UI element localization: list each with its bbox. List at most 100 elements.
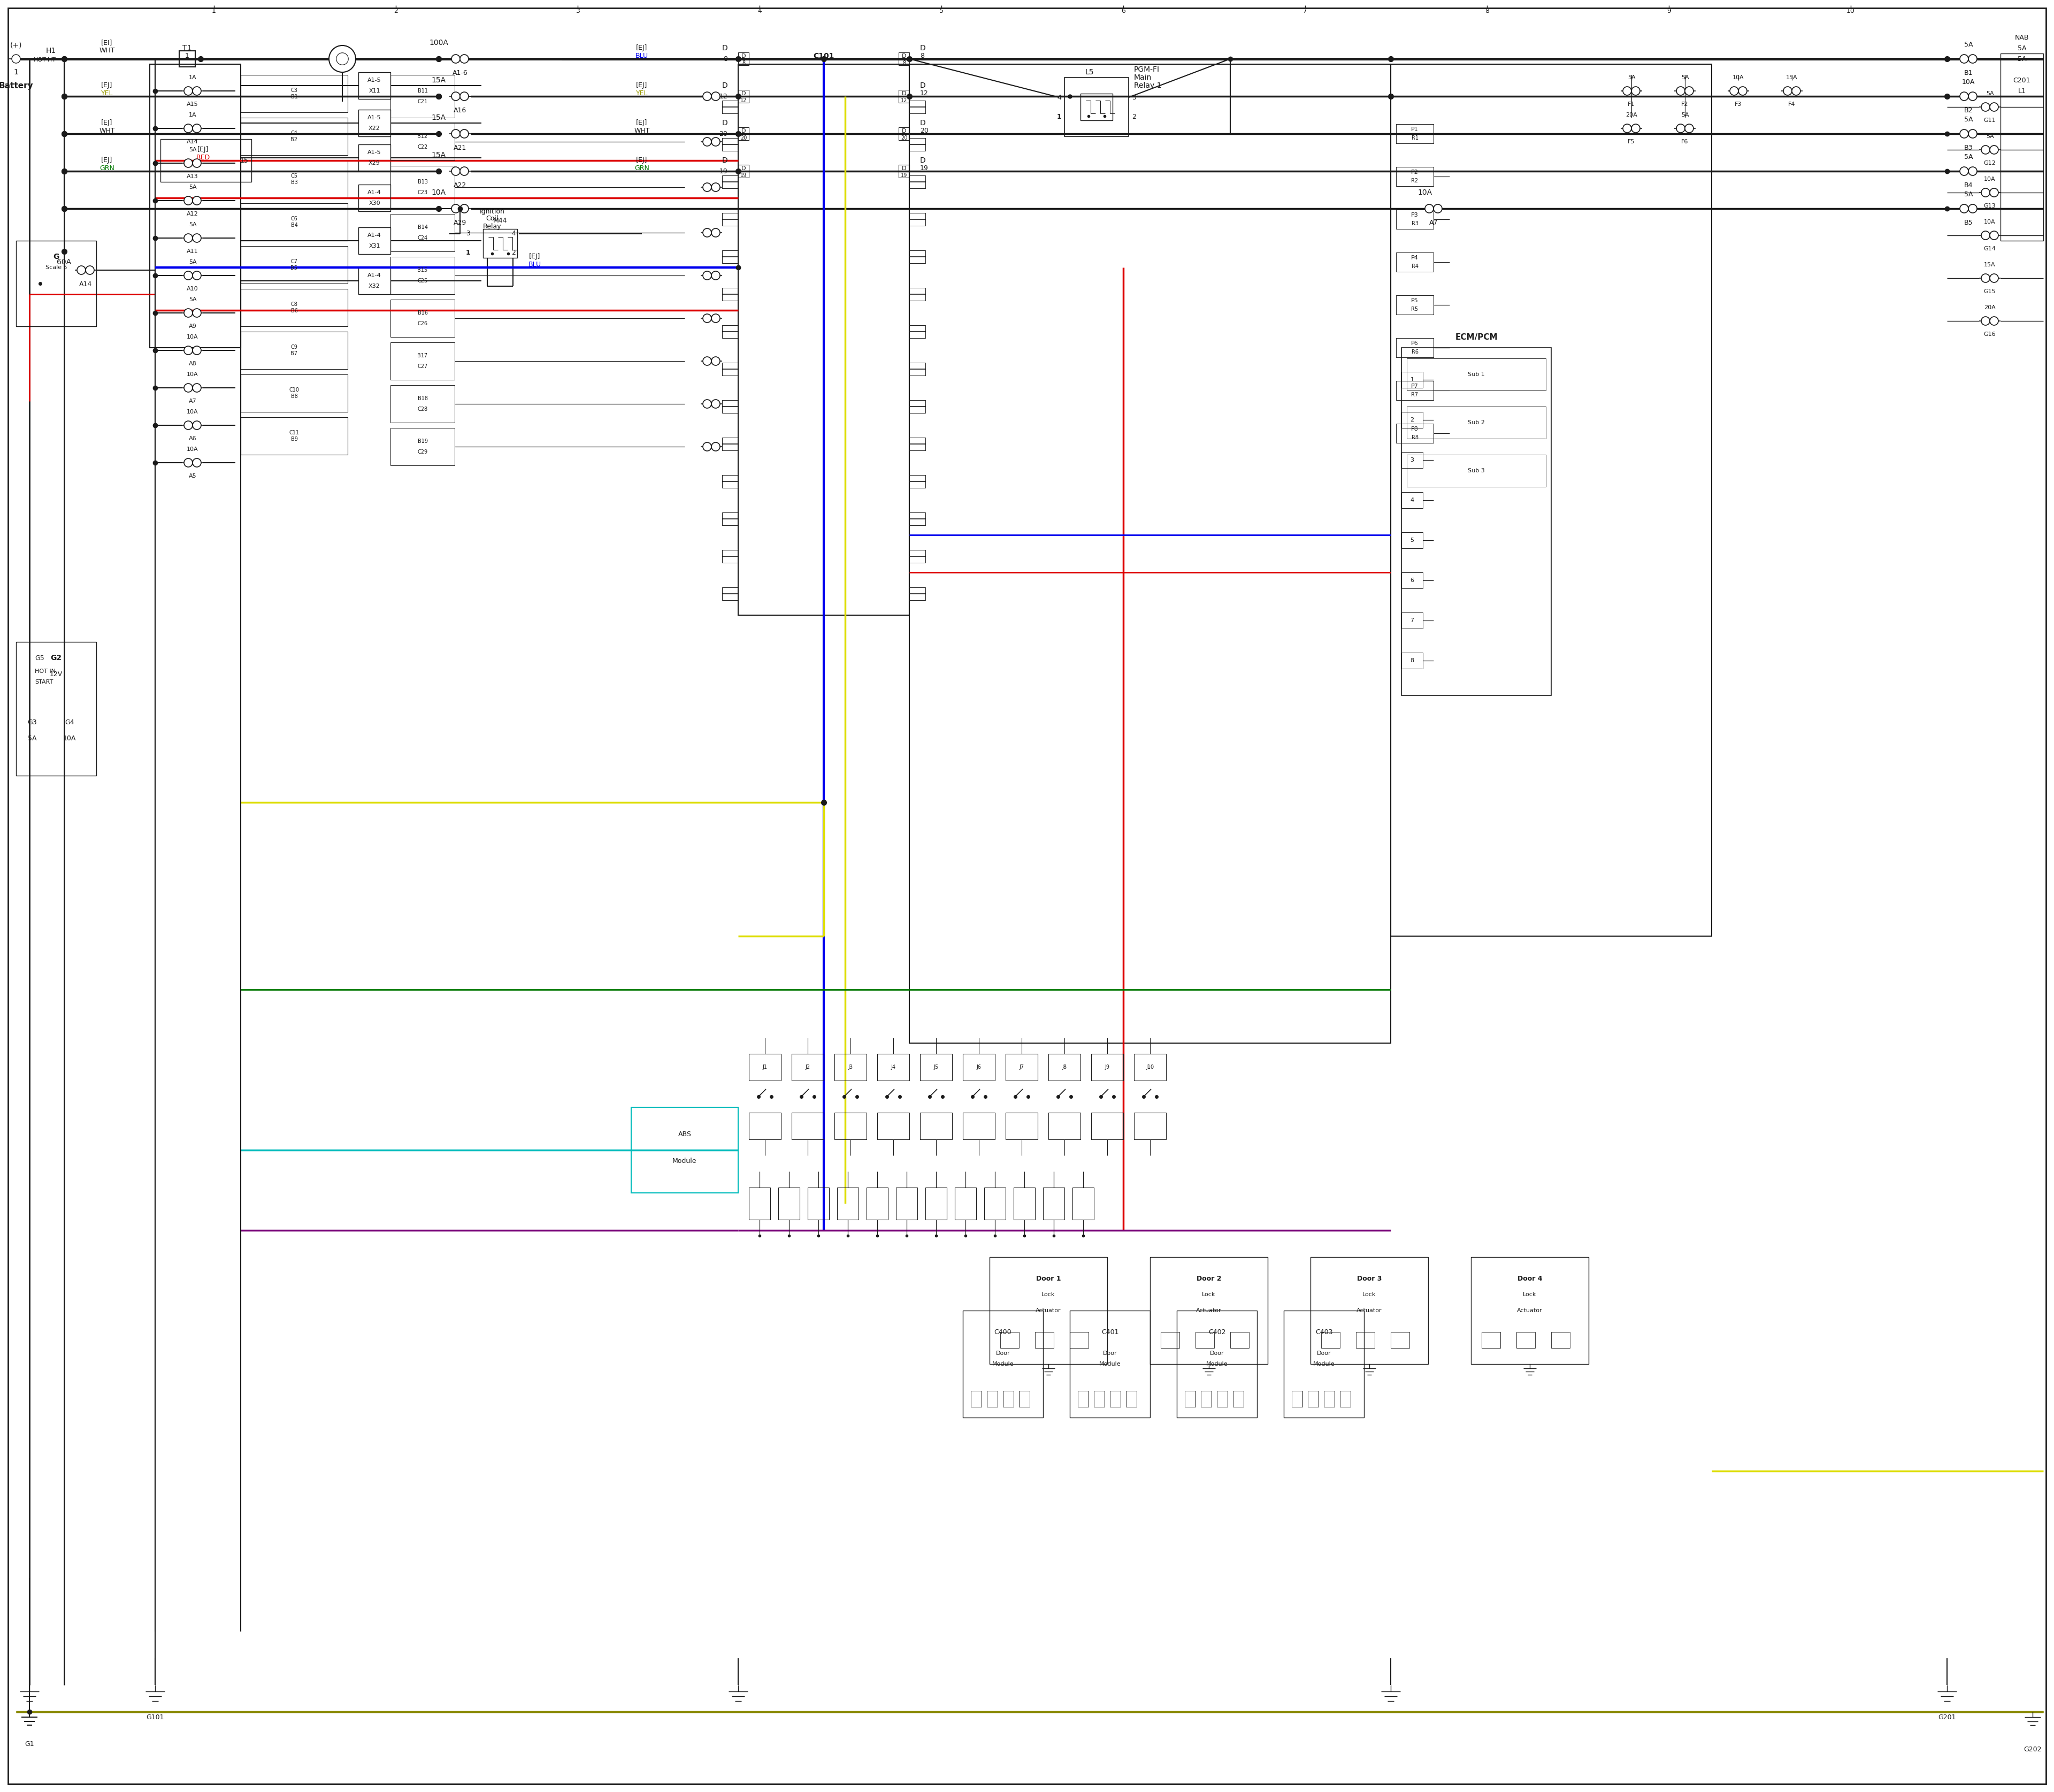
Text: 100A: 100A [429,39,448,47]
Text: C201: C201 [2013,77,2031,84]
Text: G5: G5 [35,654,45,661]
Text: R2: R2 [1411,177,1419,183]
Circle shape [193,197,201,204]
Text: START: START [35,679,53,685]
Text: L5: L5 [1085,68,1095,75]
Text: 3: 3 [466,231,470,237]
Bar [357,228,390,254]
Text: B13: B13 [417,179,427,185]
Circle shape [711,228,721,237]
Bar [791,1113,824,1140]
Text: 7: 7 [1302,7,1306,14]
Text: A21: A21 [454,145,466,151]
Text: P6: P6 [1411,340,1419,346]
Text: 20A: 20A [1984,305,1996,310]
Text: A10: A10 [187,287,199,292]
Text: 10A: 10A [1417,188,1432,197]
Text: J2: J2 [805,1064,809,1070]
Circle shape [1791,86,1801,95]
Text: WHT: WHT [99,127,115,134]
Bar [910,437,926,450]
Text: Lock: Lock [1522,1292,1536,1297]
Circle shape [1968,167,1976,176]
Text: Module: Module [1099,1362,1121,1367]
Circle shape [12,54,21,63]
Text: D: D [721,82,727,90]
Text: Main: Main [1134,73,1152,81]
Bar [1070,1331,1089,1348]
Bar [910,100,926,113]
Circle shape [185,271,193,280]
Text: Battery: Battery [0,82,33,90]
Text: A1-4: A1-4 [368,190,382,195]
Text: J10: J10 [1146,1064,1154,1070]
Text: P7: P7 [1411,383,1419,389]
Bar [240,375,347,412]
Text: D: D [920,156,926,165]
Text: B3: B3 [1964,145,1972,151]
Text: 1: 1 [14,68,18,75]
Circle shape [185,124,193,133]
Text: A16: A16 [454,108,466,115]
Bar [834,1054,867,1081]
Text: P5: P5 [1411,297,1419,303]
Circle shape [460,129,468,138]
Text: A29: A29 [454,219,466,226]
Circle shape [1990,274,1999,283]
Text: WHT: WHT [99,47,115,54]
Bar [1284,1310,1364,1417]
Text: Module: Module [1313,1362,1335,1367]
Bar [1407,455,1547,487]
Text: 5A: 5A [27,735,37,742]
Text: C27: C27 [417,364,427,369]
Circle shape [1990,145,1999,154]
Text: C11
B9: C11 B9 [290,430,300,443]
Circle shape [185,159,193,167]
Text: Scale 5: Scale 5 [45,265,68,271]
Text: L1: L1 [2017,88,2025,95]
Text: P3: P3 [1411,213,1419,217]
Circle shape [711,91,721,100]
Circle shape [460,167,468,176]
Text: 15A: 15A [1984,262,1996,267]
Bar [1397,167,1434,186]
Bar [1397,296,1434,315]
Bar [2001,54,2044,240]
Text: [EI]: [EI] [101,39,113,47]
Text: D: D [902,167,906,172]
Text: C10
B8: C10 B8 [290,387,300,400]
Text: C24: C24 [417,235,427,240]
Text: D: D [920,120,926,127]
Text: A22: A22 [454,181,466,188]
Bar [723,362,737,376]
Text: C28: C28 [417,407,427,412]
Bar [723,550,737,563]
Text: Door: Door [1317,1351,1331,1357]
Circle shape [1676,124,1684,133]
Text: A9: A9 [189,324,197,330]
Text: Actuator: Actuator [1518,1308,1543,1314]
Text: C23: C23 [417,190,427,195]
Text: A11: A11 [187,249,199,254]
Text: B1: B1 [1964,70,1972,77]
Bar [1048,1054,1080,1081]
Text: [EJ]: [EJ] [637,158,647,163]
Bar [1002,1391,1013,1407]
Bar [838,1188,859,1220]
Circle shape [193,124,201,133]
Text: 5A: 5A [1986,91,1994,97]
Text: Door 1: Door 1 [1035,1274,1060,1281]
Bar [910,513,926,525]
Text: C400: C400 [994,1328,1013,1335]
Bar [723,513,737,525]
Text: Sub 2: Sub 2 [1469,419,1485,425]
Circle shape [702,314,711,323]
Bar [1216,1391,1228,1407]
Bar [1195,1331,1214,1348]
Circle shape [702,138,711,145]
Text: J7: J7 [1019,1064,1025,1070]
Bar [910,213,926,226]
Circle shape [1982,145,1990,154]
Bar [834,1113,867,1140]
Text: G1: G1 [25,1740,35,1747]
